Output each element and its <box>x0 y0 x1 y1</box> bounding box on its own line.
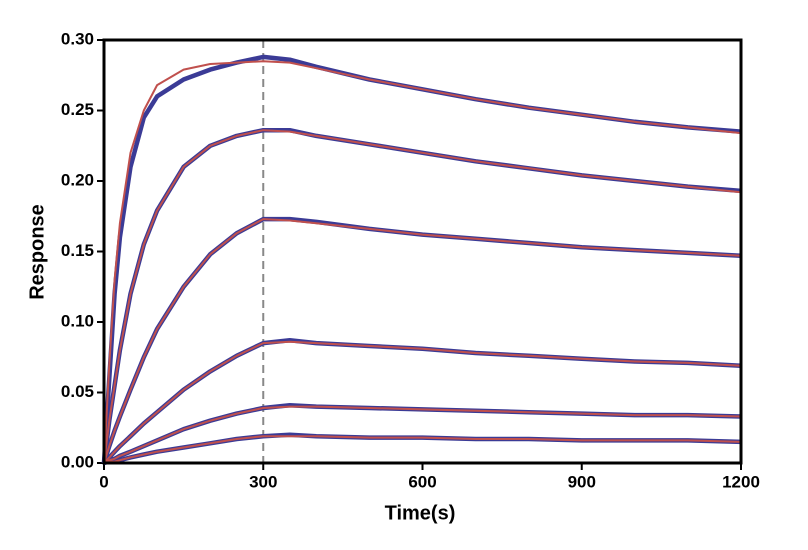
y-tick-label: 0.25 <box>61 100 94 119</box>
y-tick-label: 0.10 <box>61 311 94 330</box>
y-tick-label: 0.30 <box>61 29 94 48</box>
y-axis-label: Response <box>26 204 48 300</box>
x-tick-label: 900 <box>568 472 596 491</box>
x-tick-label: 300 <box>249 472 277 491</box>
y-tick-label: 0.20 <box>61 170 94 189</box>
fit-line <box>103 60 742 464</box>
y-tick-label: 0.15 <box>61 241 94 260</box>
fit-line <box>103 129 742 464</box>
fit-line <box>103 405 742 464</box>
plot-frame <box>102 38 743 465</box>
data-line <box>102 402 742 465</box>
y-tick-label: 0.00 <box>61 452 94 471</box>
x-tick-label: 0 <box>99 472 108 491</box>
y-tick-label: 0.05 <box>61 382 94 401</box>
data-line <box>103 432 742 466</box>
fit-line <box>103 218 742 464</box>
x-tick-label: 1200 <box>722 472 760 491</box>
data-line <box>101 54 742 464</box>
x-tick-label: 600 <box>408 472 436 491</box>
fit-line <box>103 435 742 464</box>
x-axis-label: Time(s) <box>385 502 456 524</box>
fit-line <box>103 340 742 464</box>
